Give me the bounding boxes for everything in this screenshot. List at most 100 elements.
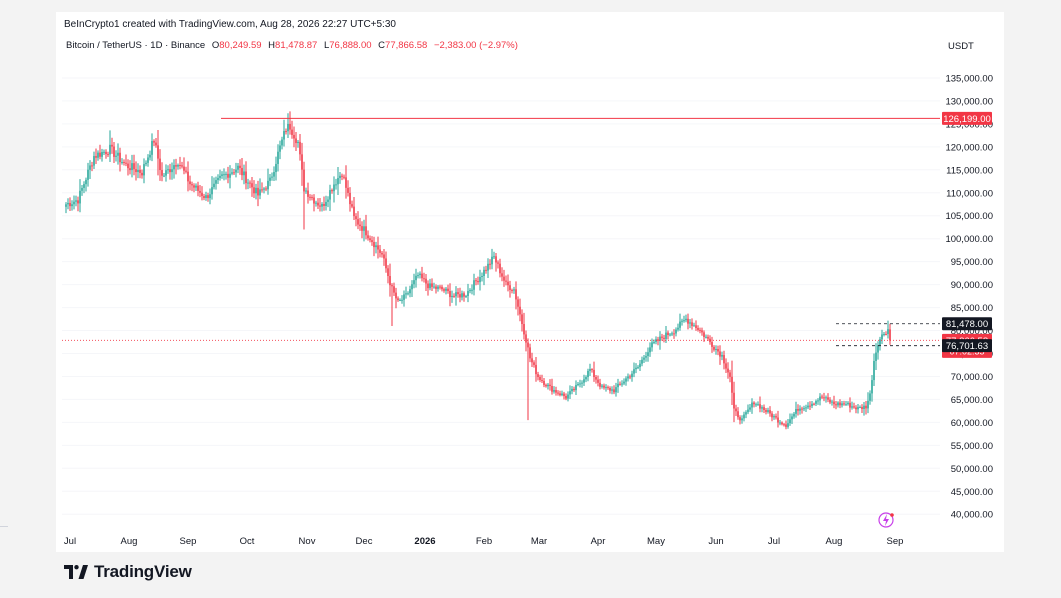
candle-body <box>297 141 299 144</box>
candle-body <box>677 327 679 330</box>
candle-body <box>549 384 551 386</box>
candle-body <box>409 289 411 294</box>
candle-body <box>457 292 459 295</box>
lightning-icon[interactable] <box>878 512 894 528</box>
candle-body <box>363 226 365 231</box>
candle-body <box>447 288 449 292</box>
candle-body <box>253 187 255 194</box>
candle-body <box>819 396 821 401</box>
candle-body <box>95 156 97 158</box>
y-axis-tick-label: 125,000.00 <box>945 119 993 130</box>
candle-body <box>407 293 409 295</box>
candle-body <box>581 382 583 384</box>
candle-body <box>365 226 367 236</box>
candle-body <box>179 164 181 166</box>
candle-body <box>331 190 333 192</box>
candle-body <box>595 376 597 380</box>
candle-body <box>229 173 231 178</box>
x-axis-tick-label: Dec <box>356 536 373 547</box>
candle-body <box>829 399 831 403</box>
candle-body <box>97 152 99 158</box>
candle-body <box>573 388 575 391</box>
candle-body <box>575 385 577 391</box>
high-label: H <box>268 40 276 51</box>
candle-body <box>77 200 79 204</box>
candle-body <box>583 379 585 383</box>
candle-body <box>603 385 605 388</box>
candle-body <box>693 325 695 327</box>
candle-body <box>89 165 91 170</box>
candle-body <box>493 256 495 258</box>
candle-body <box>599 382 601 387</box>
candle-body <box>515 289 517 300</box>
candle-body <box>267 180 269 190</box>
candle-body <box>881 334 883 340</box>
candle-body <box>615 387 617 393</box>
candle-body <box>799 408 801 411</box>
candle-body <box>597 379 599 383</box>
candle-body <box>509 285 511 290</box>
candle-body <box>247 182 249 184</box>
candle-body <box>359 224 361 227</box>
candle-body <box>211 187 213 195</box>
candle-body <box>119 152 121 163</box>
candle-body <box>443 289 445 291</box>
candle-body <box>821 396 823 398</box>
candle-body <box>285 131 287 133</box>
candle-body <box>815 401 817 404</box>
candle-body <box>631 373 633 378</box>
candle-body <box>869 393 871 401</box>
candle-body <box>283 131 285 140</box>
candle-body <box>293 134 295 139</box>
candle-body <box>589 369 591 371</box>
candle-body <box>183 166 185 171</box>
candle-body <box>485 269 487 271</box>
candle-body <box>861 407 863 410</box>
candle-body <box>557 392 559 394</box>
candle-body <box>419 273 421 276</box>
candle-body <box>723 355 725 364</box>
candle-body <box>231 172 233 174</box>
candle-body <box>343 176 345 178</box>
candle-body <box>601 385 603 387</box>
candle-body <box>445 288 447 291</box>
candle-body <box>307 190 309 197</box>
candle-body <box>175 165 177 167</box>
candle-body <box>317 202 319 206</box>
candle-body <box>449 291 451 298</box>
y-axis-tick-label: 105,000.00 <box>945 211 993 222</box>
candle-body <box>399 299 401 301</box>
candle-body <box>785 424 787 427</box>
candle-body <box>319 205 321 207</box>
candle-body <box>333 184 335 192</box>
candle-body <box>441 286 443 290</box>
level-tag: 81,478.00 <box>946 319 988 330</box>
candle-body <box>315 202 317 204</box>
candle-body <box>545 384 547 387</box>
candle-body <box>831 401 833 403</box>
candle-body <box>189 181 191 185</box>
low-label: L <box>323 40 330 51</box>
candle-body <box>99 152 101 157</box>
x-axis-tick-label: Mar <box>531 536 547 547</box>
candle-body <box>791 416 793 420</box>
currency-selector[interactable]: USDT <box>948 41 974 52</box>
symbol-title[interactable]: Bitcoin / TetherUS · 1D · Binance <box>66 40 206 51</box>
candle-body <box>535 364 537 375</box>
candle-body <box>451 295 453 298</box>
candle-body <box>337 178 339 185</box>
candle-body <box>101 151 103 157</box>
candle-body <box>611 389 613 391</box>
candle-body <box>113 146 115 157</box>
level-tag-bg <box>942 339 992 353</box>
candle-body <box>137 169 139 173</box>
candle-body <box>527 342 529 348</box>
candle-body <box>139 169 141 173</box>
candle-body <box>427 283 429 289</box>
x-axis-tick-label: Aug <box>121 536 138 547</box>
candle-body <box>701 330 703 333</box>
candle-body <box>255 187 257 194</box>
candle-body <box>777 417 779 423</box>
candle-body <box>479 276 481 283</box>
